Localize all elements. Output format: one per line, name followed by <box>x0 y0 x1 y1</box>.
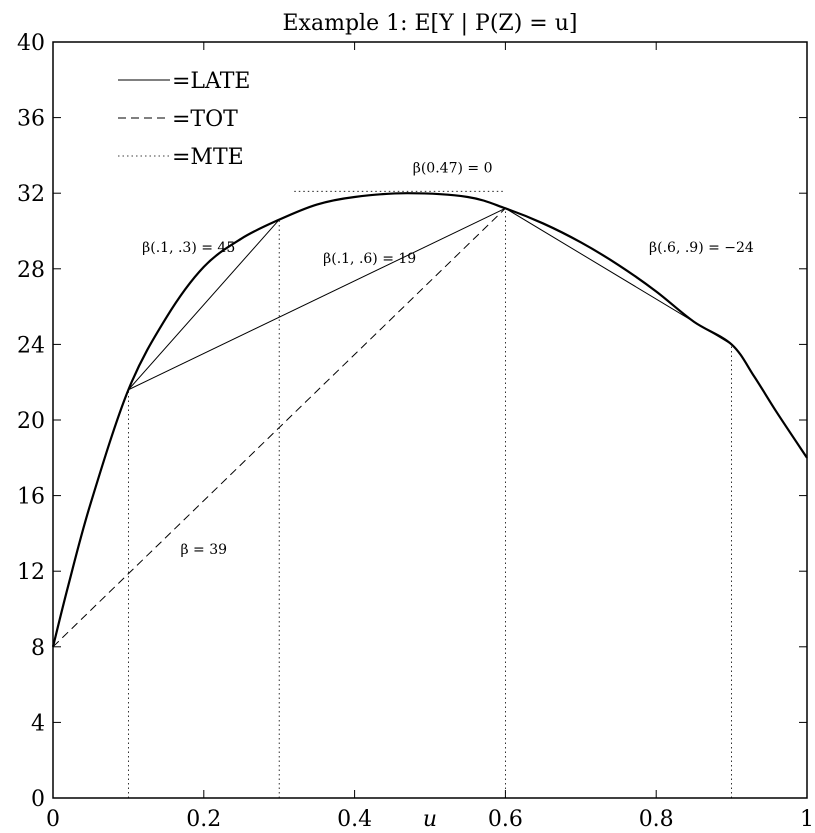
x-tick-label: 0.6 <box>488 807 523 832</box>
y-tick-label: 8 <box>31 636 45 661</box>
legend-label: =LATE <box>172 69 250 94</box>
y-tick-label: 16 <box>17 485 45 510</box>
beta-annotation: β(.6, .9) = −24 <box>649 240 754 256</box>
y-tick-label: 32 <box>17 182 45 207</box>
y-tick-label: 36 <box>17 107 45 132</box>
y-tick-label: 20 <box>17 409 45 434</box>
beta-annotation: β = 39 <box>181 542 228 558</box>
x-tick-label: 0.2 <box>186 807 221 832</box>
x-axis-label: u <box>423 807 437 832</box>
x-tick-label: 0.4 <box>337 807 372 832</box>
y-tick-label: 28 <box>17 258 45 283</box>
chart-marks: 0 0.2 0.4 0.6 0.8 1 0 4 8 12 16 20 24 28 32 36 40 β(.1, .… <box>17 31 814 832</box>
y-tick-label: 0 <box>31 787 45 812</box>
y-tick-label: 12 <box>17 560 45 585</box>
tot-dashed-line <box>52 207 506 648</box>
legend-label: =MTE <box>172 145 244 170</box>
beta-annotation: β(0.47) = 0 <box>413 160 493 176</box>
conditional-mean-curve <box>51 192 808 648</box>
legend-label: =TOT <box>172 107 238 132</box>
beta-annotation: β(.1, .6) = 19 <box>323 251 416 267</box>
late-segment <box>128 219 280 391</box>
plot-frame <box>52 41 808 799</box>
y-tick-label: 4 <box>31 711 45 736</box>
y-tick-label: 24 <box>17 333 45 358</box>
y-tick-label: 40 <box>17 31 45 56</box>
late-segment <box>128 207 506 391</box>
chart-title: Example 1: E[Y | P(Z) = u] <box>283 11 578 36</box>
beta-annotation: β(.1, .3) = 45 <box>142 240 235 256</box>
x-tick-label: 0.8 <box>639 807 674 832</box>
x-tick-label: 0 <box>46 807 60 832</box>
x-tick-label: 1 <box>800 807 814 832</box>
